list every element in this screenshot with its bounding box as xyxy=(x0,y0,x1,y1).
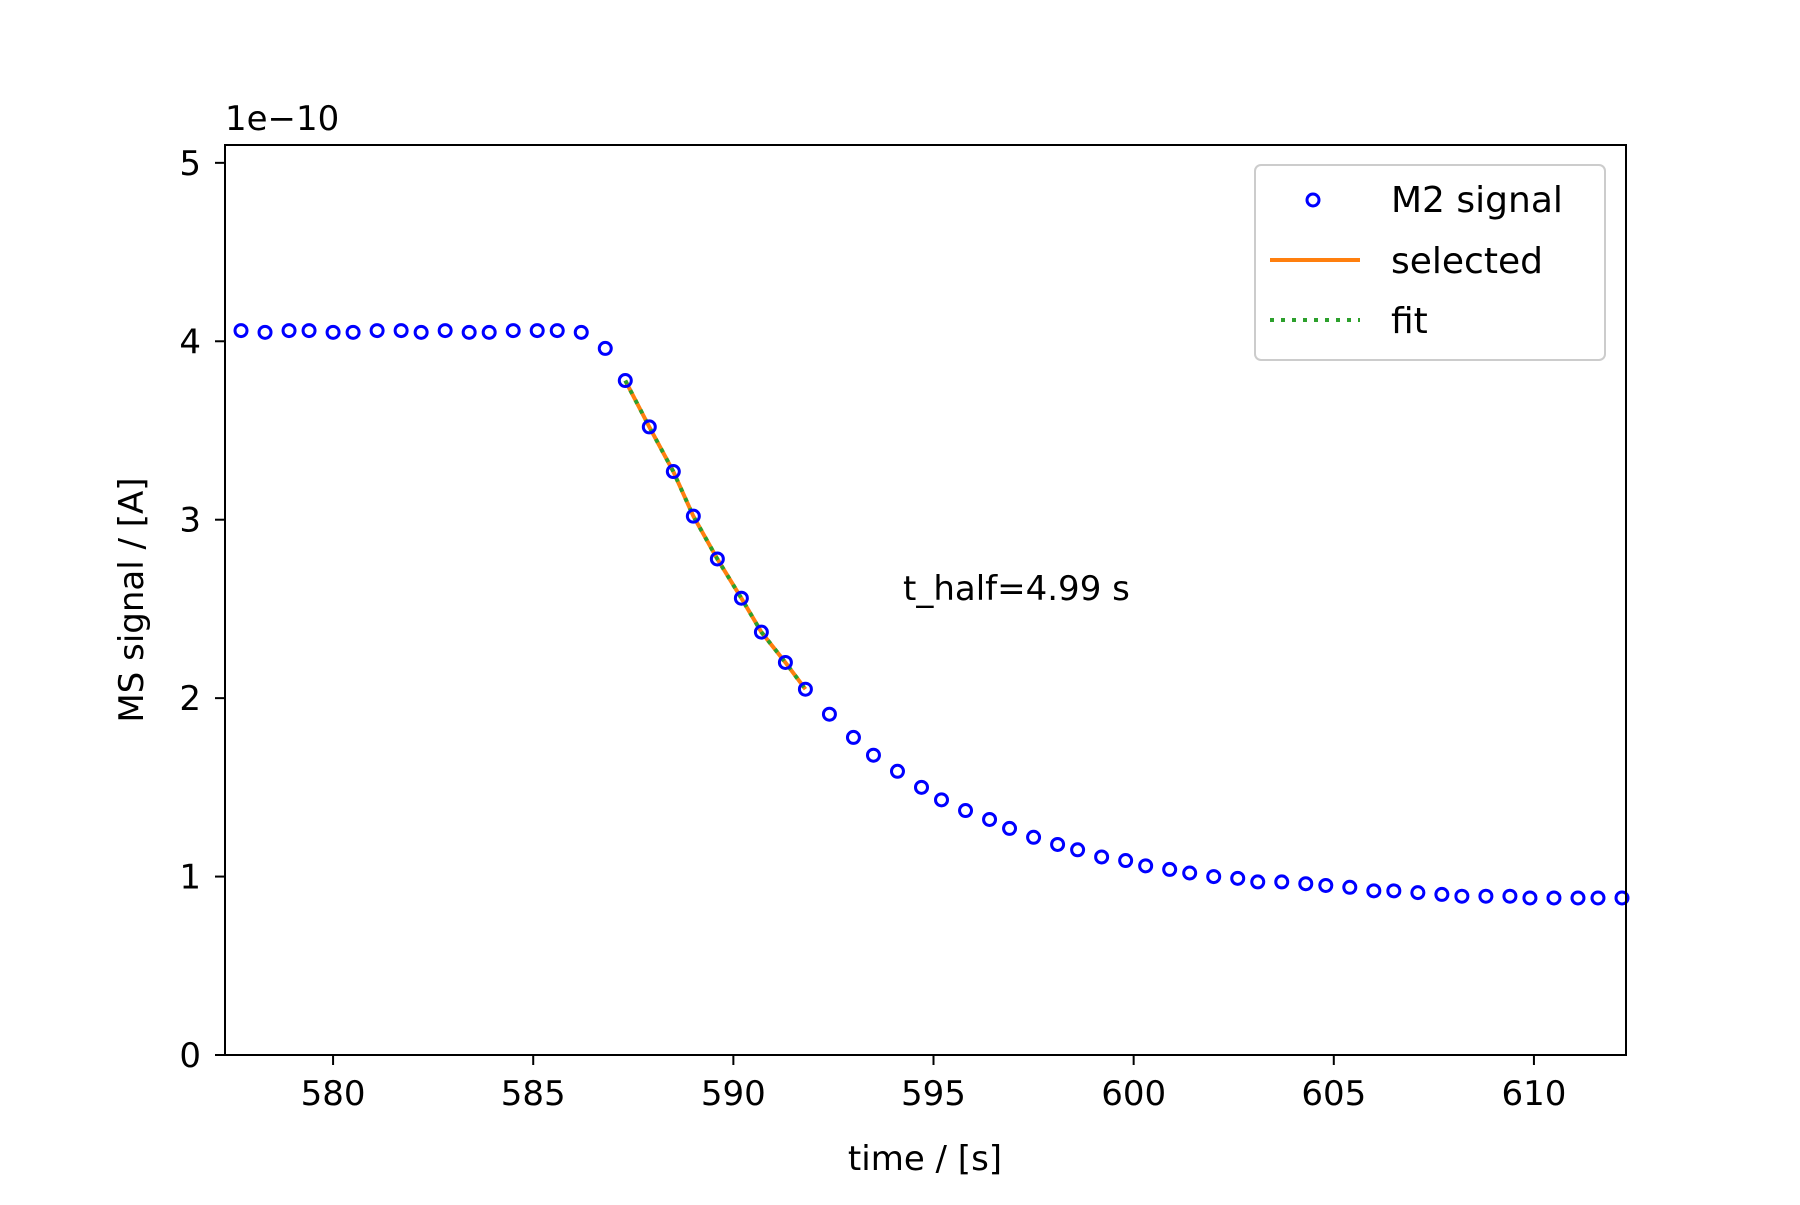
data-point xyxy=(257,324,273,340)
data-point xyxy=(549,323,565,339)
data-point xyxy=(1206,869,1222,885)
data-point xyxy=(1230,870,1246,886)
data-point xyxy=(1182,865,1198,881)
x-tick-label: 585 xyxy=(501,1074,566,1114)
data-point xyxy=(1546,890,1562,906)
data-point xyxy=(889,763,905,779)
data-point xyxy=(1094,849,1110,865)
x-tick-label: 580 xyxy=(301,1074,366,1114)
data-point xyxy=(777,654,793,670)
data-point xyxy=(1502,888,1518,904)
data-point xyxy=(641,419,657,435)
data-point xyxy=(665,464,681,480)
data-point xyxy=(413,324,429,340)
x-tick-label: 610 xyxy=(1501,1074,1566,1114)
data-point xyxy=(1026,829,1042,845)
x-tick-label: 595 xyxy=(901,1074,966,1114)
y-tick-label: 4 xyxy=(179,322,201,362)
data-point xyxy=(1002,820,1018,836)
y-axis-label: MS signal / [A] xyxy=(112,477,152,722)
data-point xyxy=(685,508,701,524)
plot-frame xyxy=(224,144,1627,1056)
data-point xyxy=(597,340,613,356)
points-layer xyxy=(233,323,1630,906)
x-tick-label: 590 xyxy=(701,1074,766,1114)
y-tick-label: 3 xyxy=(179,501,201,541)
legend-box xyxy=(1254,164,1606,361)
data-point xyxy=(573,324,589,340)
x-axis-ticks: 580 585 590 595 600 605 610 xyxy=(301,1055,1566,1114)
y-offset-label: 1e−10 xyxy=(225,99,339,139)
y-tick-label: 1 xyxy=(179,858,201,898)
data-point xyxy=(733,590,749,606)
data-point xyxy=(1162,861,1178,877)
data-point xyxy=(1342,879,1358,895)
data-point xyxy=(1614,890,1630,906)
data-point xyxy=(709,551,725,567)
data-point xyxy=(1454,888,1470,904)
data-point xyxy=(461,324,477,340)
data-point xyxy=(1478,888,1494,904)
data-point xyxy=(1138,858,1154,874)
data-point xyxy=(1318,877,1334,893)
data-point xyxy=(437,323,453,339)
data-point xyxy=(617,373,633,389)
data-point xyxy=(393,323,409,339)
data-point xyxy=(1590,890,1606,906)
x-tick-label: 605 xyxy=(1301,1074,1366,1114)
data-point xyxy=(369,323,385,339)
t-half-annotation: t_half=4.99 s xyxy=(903,569,1130,609)
legend-label-fit: fit xyxy=(1391,301,1428,342)
y-tick-label: 5 xyxy=(179,144,201,184)
data-point xyxy=(821,706,837,722)
legend-marker-m2-signal xyxy=(1305,192,1321,208)
data-point xyxy=(345,324,361,340)
data-point xyxy=(1410,885,1426,901)
data-point xyxy=(845,729,861,745)
y-axis-ticks: 0 1 2 3 4 5 xyxy=(179,144,225,1076)
data-point xyxy=(1070,842,1086,858)
data-point xyxy=(865,747,881,763)
data-point xyxy=(982,811,998,827)
data-point xyxy=(1366,883,1382,899)
data-point xyxy=(1118,853,1134,869)
data-point xyxy=(753,624,769,640)
data-point xyxy=(1050,836,1066,852)
data-point xyxy=(1522,890,1538,906)
data-point xyxy=(301,323,317,339)
x-axis-label: time / [s] xyxy=(848,1139,1002,1179)
data-point xyxy=(1386,883,1402,899)
data-point xyxy=(281,323,297,339)
data-point xyxy=(1274,874,1290,890)
legend: M2 signal selected fit xyxy=(1254,164,1606,361)
data-point xyxy=(914,779,929,795)
legend-label-m2-signal: M2 signal xyxy=(1391,180,1563,221)
data-point xyxy=(934,792,950,808)
data-point xyxy=(1250,874,1266,890)
data-point xyxy=(1434,886,1450,902)
legend-label-selected: selected xyxy=(1391,241,1543,282)
data-point xyxy=(233,323,249,339)
x-tick-label: 600 xyxy=(1101,1074,1166,1114)
data-point xyxy=(1298,876,1314,892)
y-tick-label: 0 xyxy=(179,1036,201,1076)
data-point xyxy=(958,803,974,819)
data-point xyxy=(505,323,521,339)
y-tick-label: 2 xyxy=(179,679,201,719)
data-point xyxy=(325,324,341,340)
data-point xyxy=(529,323,545,339)
data-point xyxy=(797,681,813,697)
series-line-fit xyxy=(623,379,808,691)
data-point xyxy=(481,324,497,340)
fit-layer xyxy=(623,379,808,691)
data-point xyxy=(1570,890,1586,906)
